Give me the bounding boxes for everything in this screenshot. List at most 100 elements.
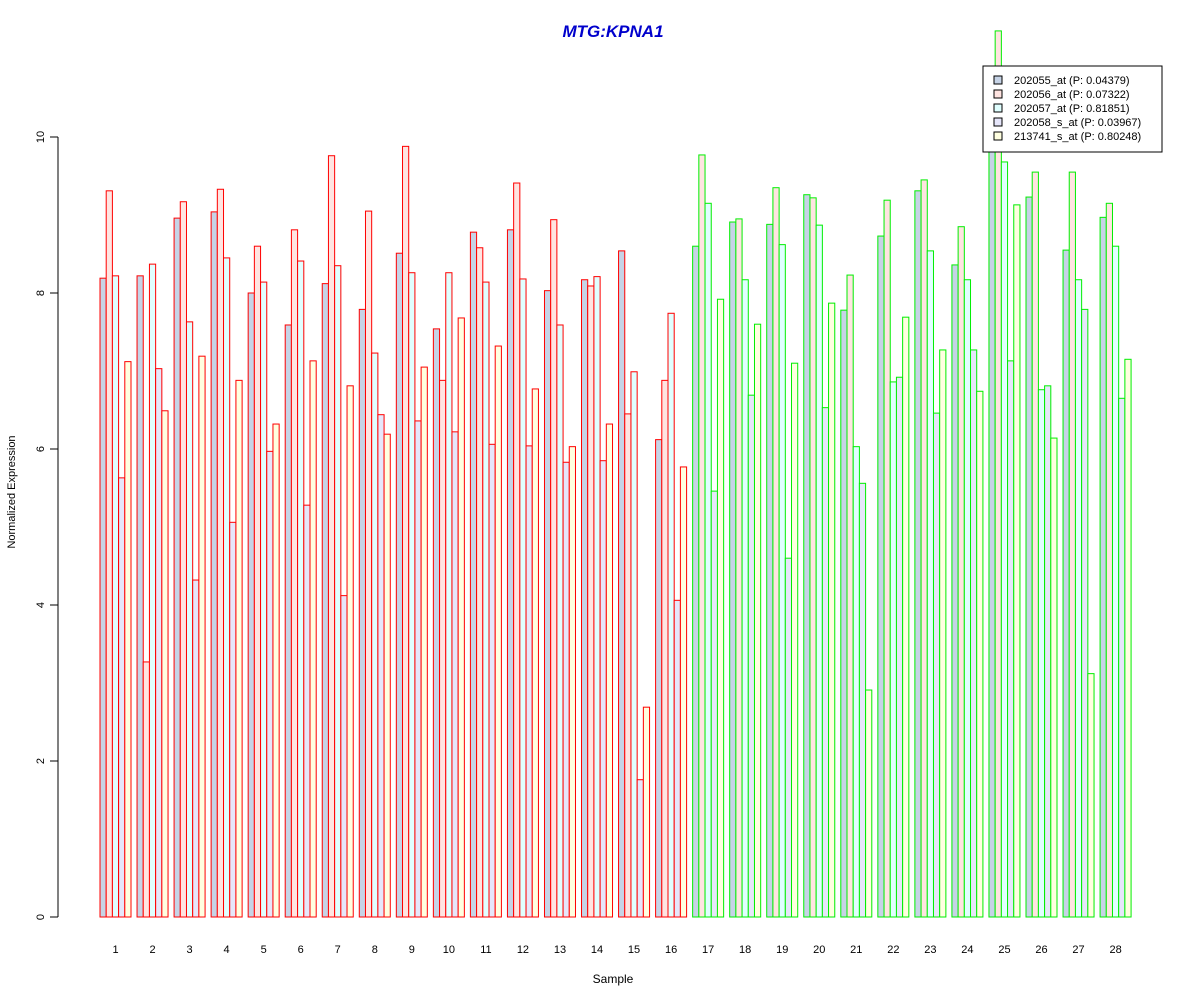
bar xyxy=(1099,216,1107,918)
legend-swatch xyxy=(993,103,1003,113)
bar xyxy=(1031,171,1039,918)
bar xyxy=(772,187,780,918)
bar xyxy=(185,321,194,918)
bar xyxy=(266,450,274,918)
y-tick-label: 10 xyxy=(35,131,47,143)
legend-swatch xyxy=(993,89,1003,99)
bar xyxy=(99,277,107,918)
legend-label: 202055_at (P: 0.04379) xyxy=(1014,75,1130,87)
bar xyxy=(895,376,904,918)
bar xyxy=(957,226,965,918)
bar xyxy=(581,279,589,918)
bar xyxy=(568,446,576,918)
bar xyxy=(513,182,521,918)
bar xyxy=(766,223,774,918)
x-tick-label: 7 xyxy=(335,944,341,956)
x-tick-label: 6 xyxy=(298,944,304,956)
legend-swatch xyxy=(993,131,1003,141)
bar xyxy=(883,199,891,918)
x-tick-label: 26 xyxy=(1035,944,1047,956)
x-tick-label: 12 xyxy=(517,944,529,956)
bar xyxy=(161,410,169,918)
bar xyxy=(1062,249,1070,918)
bar xyxy=(235,379,243,918)
bar xyxy=(395,252,404,918)
bar xyxy=(173,217,181,918)
bar xyxy=(840,309,848,918)
x-tick-label: 9 xyxy=(409,944,415,956)
bar xyxy=(371,352,379,918)
x-tick-label: 14 xyxy=(591,944,603,956)
bar xyxy=(729,221,737,918)
x-tick-label: 1 xyxy=(112,944,118,956)
legend-label: 202056_at (P: 0.07322) xyxy=(1014,89,1130,101)
bar xyxy=(198,355,206,918)
bar xyxy=(778,244,786,918)
bar xyxy=(1050,437,1058,918)
bar xyxy=(593,276,601,918)
bar xyxy=(815,224,823,918)
bar xyxy=(1044,385,1052,918)
bar xyxy=(1124,358,1132,918)
bar xyxy=(1105,202,1113,918)
x-tick-label: 21 xyxy=(850,944,862,956)
bar xyxy=(364,210,373,918)
bar xyxy=(519,278,527,918)
bar xyxy=(809,197,817,918)
bar xyxy=(642,706,651,918)
bar xyxy=(210,211,218,918)
x-tick-label: 13 xyxy=(554,944,566,956)
bar xyxy=(469,231,478,918)
bar xyxy=(1118,397,1126,918)
y-tick-label: 4 xyxy=(35,602,47,608)
bar xyxy=(562,461,570,918)
bar xyxy=(488,443,496,918)
x-tick-label: 2 xyxy=(149,944,155,956)
bar xyxy=(556,324,564,918)
bar xyxy=(247,292,255,918)
bar xyxy=(105,190,113,918)
bar xyxy=(791,362,799,918)
bar xyxy=(852,446,860,918)
x-tick-label: 27 xyxy=(1072,944,1084,956)
y-tick-label: 2 xyxy=(35,758,47,764)
y-tick-label: 6 xyxy=(35,446,47,452)
bar xyxy=(525,445,533,918)
legend-swatch xyxy=(993,117,1003,127)
bar xyxy=(821,407,830,918)
x-tick-label: 3 xyxy=(187,944,193,956)
bar xyxy=(951,264,959,918)
bar xyxy=(309,360,317,918)
bar xyxy=(624,413,632,918)
bar xyxy=(451,431,459,918)
legend-swatch xyxy=(993,75,1003,85)
bar xyxy=(1068,171,1076,918)
bar xyxy=(939,349,947,918)
bar xyxy=(179,201,187,918)
bar xyxy=(457,317,465,918)
bar xyxy=(340,595,348,918)
bar xyxy=(803,194,811,918)
x-tick-label: 17 xyxy=(702,944,714,956)
bar xyxy=(111,275,120,918)
bar xyxy=(550,219,558,918)
bar xyxy=(272,423,280,918)
bar xyxy=(346,385,354,918)
legend-label: 202058_s_at (P: 0.03967) xyxy=(1014,117,1141,129)
bar xyxy=(383,433,391,918)
bar xyxy=(741,279,749,918)
x-tick-label: 16 xyxy=(665,944,677,956)
x-tick-label: 23 xyxy=(924,944,936,956)
bar xyxy=(118,477,126,918)
bar xyxy=(432,328,441,918)
bar xyxy=(976,390,984,918)
bar xyxy=(926,250,934,918)
bar xyxy=(229,521,237,918)
bar xyxy=(1000,161,1009,918)
bar xyxy=(216,188,225,918)
bar xyxy=(988,144,996,918)
bar xyxy=(377,414,385,918)
bar xyxy=(494,345,502,918)
bar xyxy=(914,190,922,918)
